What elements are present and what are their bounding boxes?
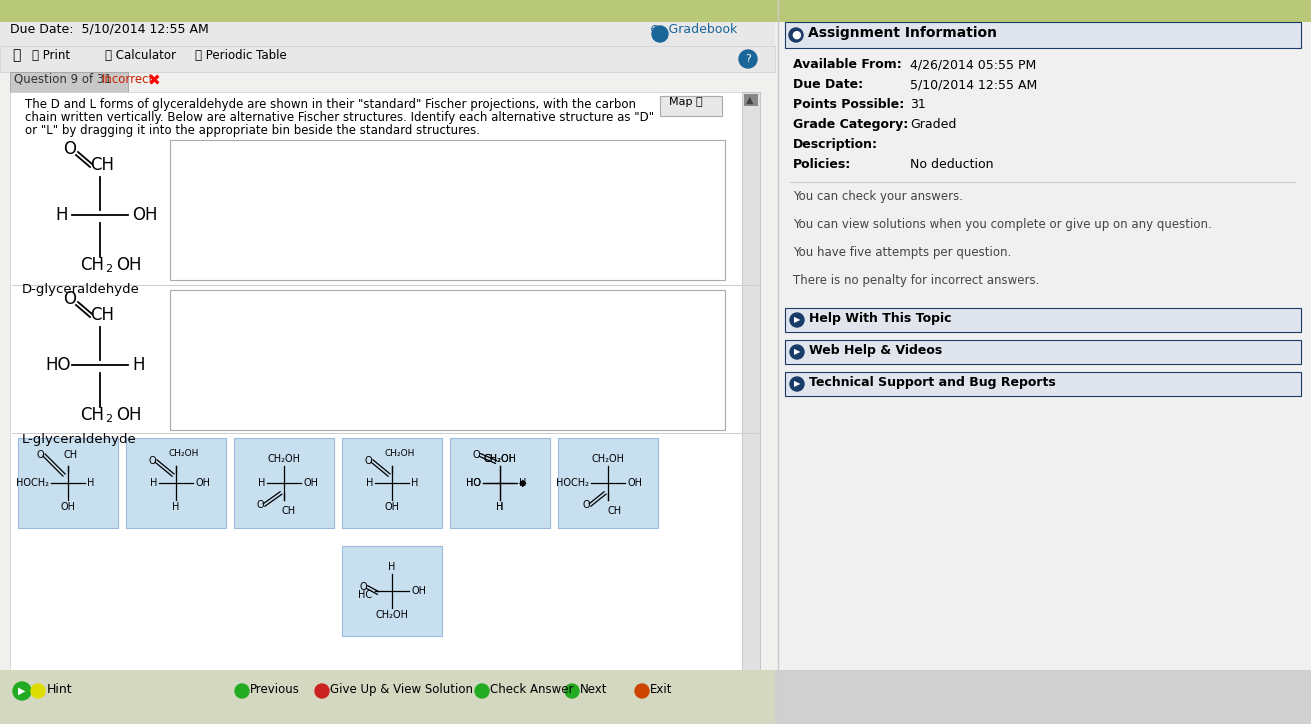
FancyBboxPatch shape: [0, 22, 775, 46]
Text: OH: OH: [195, 478, 210, 488]
Circle shape: [31, 684, 45, 698]
Text: CH₂OH: CH₂OH: [484, 454, 517, 464]
FancyBboxPatch shape: [170, 290, 725, 430]
Circle shape: [315, 684, 329, 698]
Text: O: O: [472, 450, 480, 460]
Text: CH₂OH: CH₂OH: [267, 454, 300, 464]
Circle shape: [739, 50, 756, 68]
FancyBboxPatch shape: [342, 546, 442, 636]
Text: CH: CH: [63, 450, 77, 460]
FancyBboxPatch shape: [558, 438, 658, 528]
Text: H: H: [87, 478, 94, 488]
Text: Points Possible:: Points Possible:: [793, 98, 905, 111]
Text: H: H: [149, 478, 157, 488]
Text: Policies:: Policies:: [793, 158, 851, 171]
Text: OH: OH: [627, 478, 642, 488]
Text: ?: ?: [745, 54, 751, 64]
Text: or "L" by dragging it into the appropriate bin beside the standard structures.: or "L" by dragging it into the appropria…: [25, 124, 480, 137]
Text: O: O: [63, 140, 76, 158]
Circle shape: [13, 682, 31, 700]
Text: Grade Category:: Grade Category:: [793, 118, 909, 131]
Text: The D and L forms of glyceraldehyde are shown in their "standard" Fischer projec: The D and L forms of glyceraldehyde are …: [25, 98, 636, 111]
Text: HO: HO: [465, 478, 481, 488]
Text: D-glyceraldehyde: D-glyceraldehyde: [22, 283, 140, 296]
Text: OH: OH: [132, 206, 157, 224]
Text: 5/10/2014 12:55 AM: 5/10/2014 12:55 AM: [910, 78, 1037, 91]
Text: CH₂OH: CH₂OH: [591, 454, 624, 464]
FancyBboxPatch shape: [170, 140, 725, 280]
Text: H: H: [388, 562, 396, 572]
Text: Question 9 of 31: Question 9 of 31: [14, 73, 111, 86]
FancyBboxPatch shape: [742, 92, 760, 670]
Text: Help With This Topic: Help With This Topic: [809, 312, 952, 325]
FancyBboxPatch shape: [126, 438, 225, 528]
Text: ▶: ▶: [18, 686, 26, 696]
Text: Description:: Description:: [793, 138, 878, 151]
FancyBboxPatch shape: [18, 438, 118, 528]
Text: HOCH₂: HOCH₂: [556, 478, 589, 488]
Text: You can check your answers.: You can check your answers.: [793, 190, 964, 203]
Text: No deduction: No deduction: [910, 158, 994, 171]
Text: H: H: [132, 356, 144, 374]
FancyBboxPatch shape: [0, 46, 775, 72]
FancyBboxPatch shape: [785, 308, 1301, 332]
FancyBboxPatch shape: [0, 670, 775, 724]
Text: CH: CH: [282, 506, 296, 516]
Text: H: H: [56, 206, 68, 224]
Text: O: O: [364, 456, 372, 466]
Text: Due Date:  5/10/2014 12:55 AM: Due Date: 5/10/2014 12:55 AM: [10, 23, 208, 36]
Text: H: H: [497, 502, 503, 512]
Text: Give Up & View Solution: Give Up & View Solution: [330, 683, 473, 696]
Circle shape: [635, 684, 649, 698]
Text: Assignment Information: Assignment Information: [808, 26, 996, 40]
FancyBboxPatch shape: [233, 438, 334, 528]
Text: CH₂OH: CH₂OH: [169, 448, 199, 458]
Text: Due Date:: Due Date:: [793, 78, 863, 91]
Text: OH: OH: [115, 406, 142, 424]
Text: OH: OH: [115, 256, 142, 274]
Text: Incorrect: Incorrect: [102, 73, 155, 86]
Text: Available From:: Available From:: [793, 58, 902, 71]
Text: ▶: ▶: [793, 348, 800, 356]
Text: O: O: [63, 290, 76, 308]
FancyBboxPatch shape: [745, 94, 758, 106]
Text: Next: Next: [579, 683, 607, 696]
Circle shape: [791, 313, 804, 327]
Text: 🌿: 🌿: [12, 48, 21, 62]
Circle shape: [791, 345, 804, 359]
Text: OH: OH: [303, 478, 319, 488]
Text: CH₂OH: CH₂OH: [375, 610, 409, 620]
FancyBboxPatch shape: [777, 0, 1311, 724]
Text: 📋 Periodic Table: 📋 Periodic Table: [195, 49, 287, 62]
FancyBboxPatch shape: [777, 0, 1311, 22]
Text: CH: CH: [80, 256, 104, 274]
Text: ▶: ▶: [793, 316, 800, 324]
Text: Previous: Previous: [250, 683, 300, 696]
Text: OH: OH: [412, 586, 426, 596]
FancyBboxPatch shape: [0, 670, 1311, 724]
FancyBboxPatch shape: [450, 438, 551, 528]
Text: CH₂OH: CH₂OH: [484, 454, 517, 464]
Text: CH₂OH: CH₂OH: [385, 448, 416, 458]
Text: O: O: [148, 456, 156, 466]
FancyBboxPatch shape: [10, 92, 760, 670]
Text: CH: CH: [90, 156, 114, 174]
Text: You have five attempts per question.: You have five attempts per question.: [793, 246, 1011, 259]
Text: 4/26/2014 05:55 PM: 4/26/2014 05:55 PM: [910, 58, 1036, 71]
Text: H: H: [172, 502, 180, 512]
Text: O: O: [256, 500, 264, 510]
Text: You can view solutions when you complete or give up on any question.: You can view solutions when you complete…: [793, 218, 1211, 231]
Text: ◆: ◆: [519, 478, 527, 488]
Text: HOCH₂: HOCH₂: [16, 478, 49, 488]
Text: Map ⛲: Map ⛲: [669, 97, 703, 107]
Text: There is no penalty for incorrect answers.: There is no penalty for incorrect answer…: [793, 274, 1040, 287]
Circle shape: [789, 28, 804, 42]
Text: ⊕  Gradebook: ⊕ Gradebook: [650, 23, 737, 36]
Text: Technical Support and Bug Reports: Technical Support and Bug Reports: [809, 376, 1055, 389]
Text: H: H: [497, 502, 503, 512]
Text: 📊 Calculator: 📊 Calculator: [105, 49, 176, 62]
FancyBboxPatch shape: [659, 96, 722, 116]
Circle shape: [652, 26, 669, 42]
Text: H: H: [366, 478, 374, 488]
